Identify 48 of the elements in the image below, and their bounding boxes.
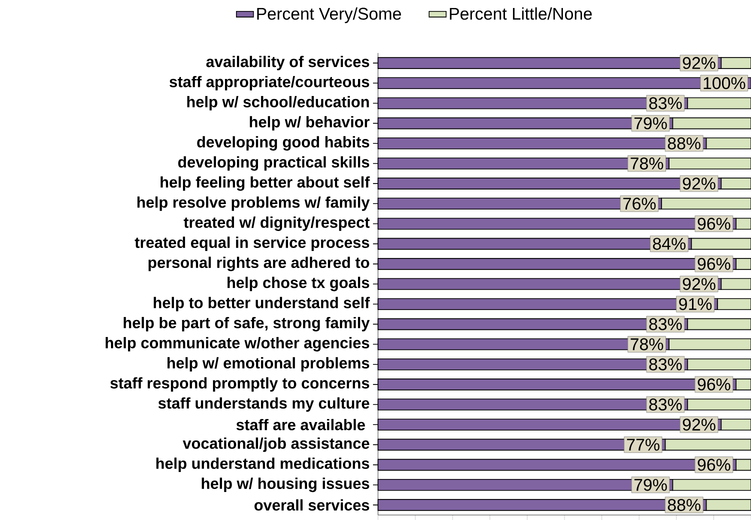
- y-tick-label: help to better understand self: [154, 296, 370, 312]
- y-tick-label: help chose tx goals: [228, 276, 370, 292]
- data-label: 92%: [682, 418, 716, 431]
- data-label: 92%: [682, 57, 716, 70]
- data-label: 76%: [623, 198, 656, 210]
- y-tick-label: help feeling better about self: [160, 176, 370, 191]
- y-tick-label: staff understands my culture: [158, 397, 370, 412]
- y-tick-label: help be part of safe, strong family: [124, 316, 370, 332]
- data-label: 83%: [649, 398, 682, 411]
- y-tick-label: help resolve problems w/ family: [137, 196, 370, 211]
- data-label: 83%: [649, 97, 682, 110]
- data-label: 96%: [698, 458, 730, 471]
- data-label: 96%: [698, 218, 730, 230]
- y-tick-label: help w/ emotional problems: [168, 357, 370, 372]
- data-label: 78%: [630, 157, 664, 170]
- data-label: 79%: [634, 117, 667, 130]
- legend-label: Percent Very/Some: [257, 7, 401, 24]
- legend-label: Percent Little/None: [450, 7, 592, 20]
- data-label: 88%: [668, 498, 700, 511]
- y-tick-label: personal rights are adhered to: [148, 256, 370, 272]
- data-label: 88%: [668, 137, 700, 150]
- y-tick-label: help understand medications: [156, 458, 370, 472]
- data-label: 96%: [698, 378, 730, 390]
- data-label: 83%: [649, 358, 682, 370]
- data-label: 77%: [626, 438, 660, 451]
- data-label: 83%: [649, 318, 682, 330]
- data-label: 100%: [704, 77, 746, 90]
- y-tick-label: developing good habits: [197, 136, 370, 151]
- y-tick-label: staff are available: [236, 418, 365, 430]
- data-label: 92%: [682, 178, 716, 190]
- y-tick-label: vocational/job assistance: [182, 438, 370, 452]
- y-tick-label: help w/ school/education: [187, 96, 369, 110]
- y-tick-label: treated equal in service process: [134, 236, 370, 252]
- y-tick-label: developing practical skills: [178, 156, 370, 171]
- y-tick-label: help w/ behavior: [250, 116, 370, 130]
- data-label: 96%: [698, 258, 730, 270]
- y-tick-label: help communicate w/other agencies: [106, 337, 370, 352]
- data-label: 92%: [682, 278, 716, 290]
- y-tick-label: availability of services: [206, 56, 370, 70]
- data-label: 84%: [652, 238, 686, 250]
- y-tick-label: help w/ housing issues: [202, 478, 370, 492]
- data-label: 78%: [630, 338, 664, 350]
- data-label: 79%: [634, 478, 667, 491]
- data-label: 91%: [679, 298, 712, 310]
- y-tick-label: treated w/ dignity/respect: [184, 216, 370, 231]
- y-tick-label: staff appropriate/courteous: [170, 76, 370, 90]
- y-tick-label: staff respond promptly to concerns: [110, 377, 370, 392]
- y-tick-label: overall services: [254, 499, 370, 511]
